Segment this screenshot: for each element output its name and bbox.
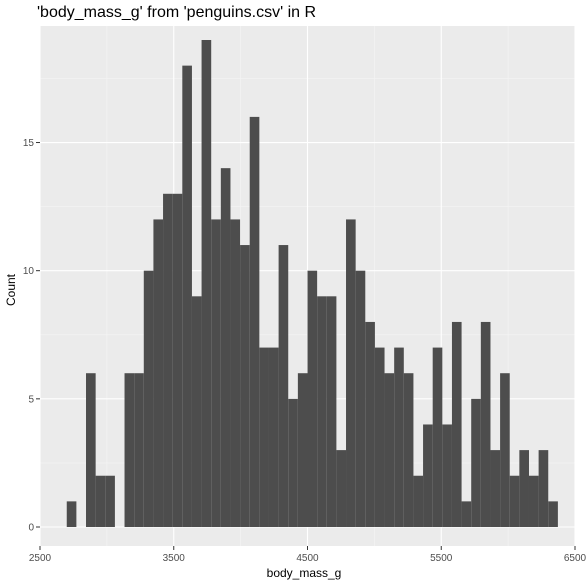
x-tick-label: 6500 xyxy=(564,553,587,564)
histogram-bar xyxy=(384,373,395,527)
histogram-bar xyxy=(259,347,269,527)
y-tick-label: 10 xyxy=(23,266,35,277)
y-tick-label: 5 xyxy=(28,394,34,405)
histogram-bar xyxy=(230,219,241,527)
histogram-bar xyxy=(124,373,135,527)
x-tick-label: 5500 xyxy=(430,553,453,564)
histogram-bar xyxy=(374,347,385,527)
histogram-bar xyxy=(346,219,356,527)
histogram-bar xyxy=(413,475,424,527)
histogram-bar xyxy=(278,245,289,528)
chart-title: 'body_mass_g' from 'penguins.csv' in R xyxy=(37,4,317,21)
x-tick-label: 3500 xyxy=(163,553,186,564)
x-tick-label: 4500 xyxy=(296,553,319,564)
histogram-bar xyxy=(461,501,472,527)
histogram-bar xyxy=(548,501,558,527)
histogram-bar xyxy=(201,40,212,527)
histogram-bar xyxy=(432,347,443,527)
histogram-bar xyxy=(249,116,260,527)
histogram-bar xyxy=(442,424,452,527)
histogram-bar xyxy=(191,296,202,527)
histogram-bar xyxy=(105,475,115,527)
histogram-bar xyxy=(336,450,347,527)
histogram-bar xyxy=(297,373,308,527)
histogram-bar xyxy=(326,296,337,527)
x-tick-label: 2500 xyxy=(29,553,52,564)
y-axis-label: Count xyxy=(4,273,18,307)
histogram-bar xyxy=(182,65,192,527)
y-tick-label: 15 xyxy=(23,138,35,149)
histogram-bar xyxy=(86,373,96,527)
histogram-bar xyxy=(66,501,77,527)
histogram-bar xyxy=(288,398,298,527)
histogram-bar xyxy=(143,270,154,527)
histogram-bar xyxy=(509,475,520,527)
histogram-bar xyxy=(307,270,318,527)
histogram-bar xyxy=(211,219,221,527)
histogram-bar xyxy=(519,450,529,527)
histogram-bar xyxy=(240,245,250,528)
histogram-bar xyxy=(268,347,279,527)
histogram-bar xyxy=(317,296,327,527)
histogram-bar xyxy=(134,373,144,527)
histogram-bar xyxy=(490,450,501,527)
histogram-bar xyxy=(480,321,491,527)
histogram-bar xyxy=(365,321,375,527)
histogram-bar xyxy=(471,398,481,527)
histogram-bar xyxy=(163,193,173,527)
histogram-bar xyxy=(538,450,549,527)
histogram-bar xyxy=(95,475,106,527)
histogram-bar xyxy=(403,373,414,527)
histogram-bar xyxy=(451,321,462,527)
histogram-bar xyxy=(220,168,231,527)
histogram-bar xyxy=(500,373,510,527)
histogram-bar xyxy=(528,475,539,527)
histogram-bar xyxy=(153,219,164,527)
histogram-bar xyxy=(172,193,183,527)
histogram-bar xyxy=(394,347,404,527)
histogram-bar xyxy=(355,270,366,527)
histogram-bar xyxy=(423,424,433,527)
x-axis-label: body_mass_g xyxy=(266,566,342,580)
y-tick-label: 0 xyxy=(28,523,34,534)
